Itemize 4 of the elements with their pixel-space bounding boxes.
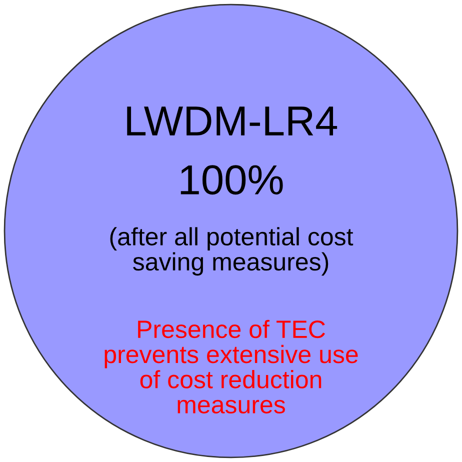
slice-label: LWDM-LR4 xyxy=(127,106,338,136)
text: (after all potential cost saving measures) xyxy=(110,227,354,276)
text: Presence of TEC prevents extensive use of cost reduction measures xyxy=(104,320,358,414)
data-label: 100% xyxy=(180,165,283,195)
